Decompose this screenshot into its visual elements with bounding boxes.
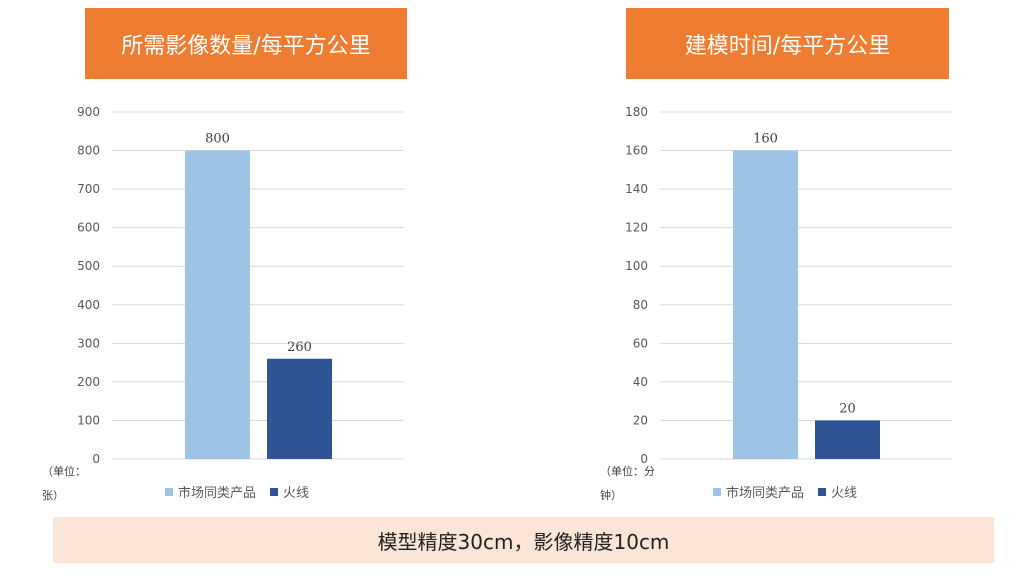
time-y-tick-label: 40 xyxy=(633,375,648,389)
legend-item-market: 市场同类产品 xyxy=(713,482,804,501)
chart-title-images: 所需影像数量/每平方公里 xyxy=(85,8,407,79)
unit-label-minutes: （单位：分 钟） xyxy=(600,465,655,502)
time-y-tick-label: 100 xyxy=(625,259,648,273)
time-y-tick-label: 80 xyxy=(633,298,648,312)
chart-title-modeling-time: 建模时间/每平方公里 xyxy=(626,8,949,79)
time-y-tick-label: 140 xyxy=(625,182,648,196)
images-y-tick-label: 200 xyxy=(77,375,100,389)
images-data-label: 800 xyxy=(205,132,230,147)
time-bar-market xyxy=(733,150,798,460)
time-y-tick-label: 180 xyxy=(625,105,648,119)
legend-swatch-huoxian xyxy=(270,487,279,496)
legend-item-huoxian: 火线 xyxy=(270,482,309,501)
legend-modeling-time: 市场同类产品 火线 xyxy=(713,482,871,501)
legend-label-huoxian: 火线 xyxy=(831,486,858,501)
legend-images: 市场同类产品 火线 xyxy=(165,482,323,501)
images-y-tick-label: 100 xyxy=(77,413,100,427)
footer-banner: 模型精度30cm，影像精度10cm xyxy=(53,517,994,563)
time-y-tick-label: 0 xyxy=(640,452,648,466)
images-bar-huoxian xyxy=(267,358,332,459)
legend-swatch-market xyxy=(165,487,173,496)
time-data-label: 20 xyxy=(839,401,856,416)
legend-label-huoxian: 火线 xyxy=(283,486,310,501)
time-y-tick-label: 120 xyxy=(625,221,648,235)
images-y-tick-label: 800 xyxy=(77,144,100,158)
time-y-tick-label: 20 xyxy=(633,413,648,427)
unit-label-images: （单位： 张） xyxy=(42,465,86,502)
time-data-label: 160 xyxy=(753,132,778,147)
images-bar-market xyxy=(185,150,250,460)
legend-swatch-market xyxy=(713,487,721,496)
images-y-tick-label: 700 xyxy=(77,182,100,196)
images-y-tick-label: 600 xyxy=(77,221,100,235)
images-y-tick-label: 400 xyxy=(77,298,100,312)
time-y-tick-label: 160 xyxy=(625,144,648,158)
images-y-tick-label: 500 xyxy=(77,259,100,273)
images-y-tick-label: 300 xyxy=(77,336,100,350)
time-y-tick-label: 60 xyxy=(633,336,648,350)
images-y-tick-label: 0 xyxy=(92,452,100,466)
legend-label-market: 市场同类产品 xyxy=(178,486,257,501)
time-bar-huoxian xyxy=(815,420,880,459)
legend-item-market: 市场同类产品 xyxy=(165,482,256,501)
images-y-tick-label: 900 xyxy=(77,105,100,119)
legend-item-huoxian: 火线 xyxy=(818,482,857,501)
legend-swatch-huoxian xyxy=(818,487,827,496)
legend-label-market: 市场同类产品 xyxy=(726,486,805,501)
images-data-label: 260 xyxy=(287,340,312,355)
